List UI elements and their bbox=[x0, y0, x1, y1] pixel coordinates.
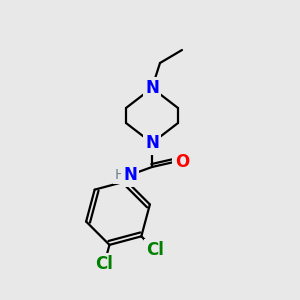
Text: Cl: Cl bbox=[146, 242, 164, 260]
Text: N: N bbox=[145, 134, 159, 152]
Text: N: N bbox=[123, 166, 137, 184]
Text: Cl: Cl bbox=[95, 255, 113, 273]
Text: H: H bbox=[115, 168, 125, 182]
Text: N: N bbox=[145, 79, 159, 97]
Text: O: O bbox=[175, 153, 189, 171]
